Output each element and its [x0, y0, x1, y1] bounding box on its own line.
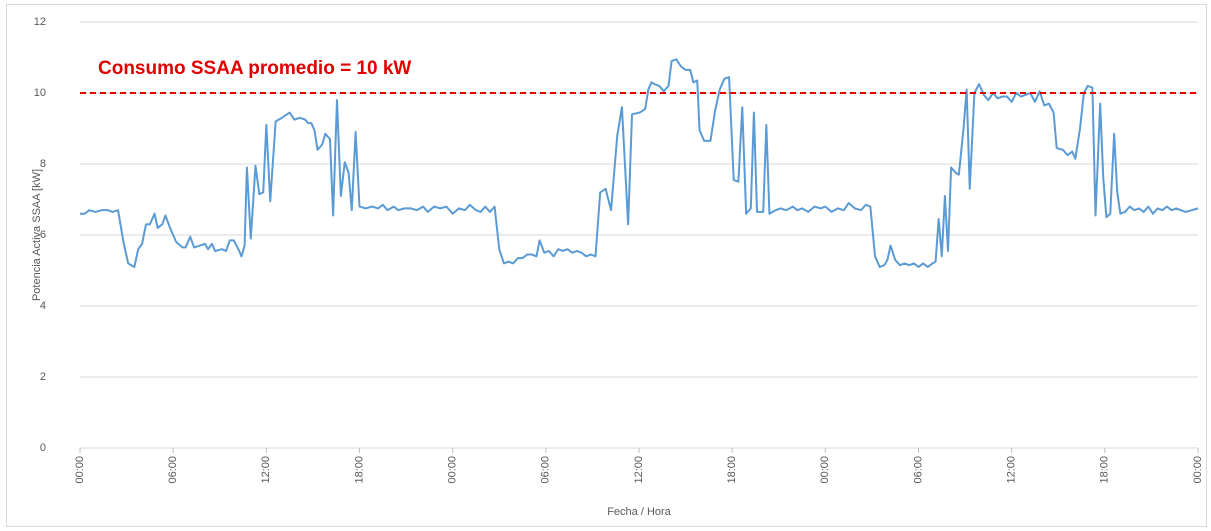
x-tick-label: 12:00 [633, 456, 645, 484]
y-tick-label: 12 [34, 16, 46, 28]
y-tick-label: 0 [40, 442, 46, 454]
x-tick-label: 06:00 [167, 456, 179, 484]
x-tick-label: 00:00 [447, 456, 459, 484]
y-tick-label: 4 [40, 300, 46, 312]
x-tick-label: 12:00 [1006, 456, 1018, 484]
x-tick-label: 00:00 [74, 456, 86, 484]
x-tick-label: 12:00 [260, 456, 272, 484]
x-tick-label: 18:00 [726, 456, 738, 484]
x-tick-label: 00:00 [1192, 456, 1204, 484]
y-tick-label: 2 [40, 371, 46, 383]
y-axis-title: Potencia Activa SSAA [kW] [31, 169, 43, 301]
y-tick-label: 10 [34, 87, 46, 99]
data-line [80, 58, 1199, 268]
x-axis-title: Fecha / Hora [607, 506, 671, 518]
annotation: Consumo SSAA promedio = 10 kW [98, 58, 411, 79]
chart-border [6, 4, 1207, 527]
x-tick-label: 06:00 [540, 456, 552, 484]
x-tick-label: 18:00 [1099, 456, 1111, 484]
x-tick-label: 18:00 [353, 456, 365, 484]
y-tick-label: 8 [40, 158, 46, 170]
x-tick-label: 00:00 [819, 456, 831, 484]
x-tick-label: 06:00 [912, 456, 924, 484]
y-tick-label: 6 [40, 229, 46, 241]
